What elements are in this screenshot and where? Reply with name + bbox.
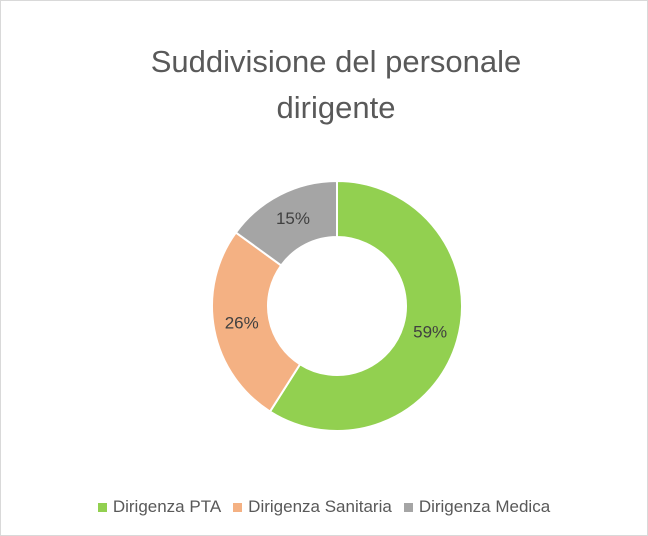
donut-slice [268, 179, 463, 432]
legend: Dirigenza PTA Dirigenza Sanitaria Dirigenz… [1, 497, 647, 517]
legend-swatch [403, 502, 413, 512]
donut-slice [234, 179, 338, 267]
legend-item: Dirigenza Sanitaria [233, 497, 392, 517]
chart-title: Suddivisione del personale dirigente [150, 44, 522, 125]
data-label: 26% [225, 314, 259, 333]
legend-label: Dirigenza Medica [418, 497, 551, 516]
legend-swatch [97, 502, 107, 512]
data-label: 15% [276, 209, 310, 228]
legend-label: Dirigenza PTA [112, 497, 222, 516]
legend-item: Dirigenza PTA [97, 497, 222, 517]
legend-swatch [233, 502, 243, 512]
legend-label: Dirigenza Sanitaria [248, 497, 392, 516]
legend-item: Dirigenza Medica [403, 497, 551, 517]
data-label: 59% [413, 323, 447, 342]
donut-slice [211, 231, 302, 413]
